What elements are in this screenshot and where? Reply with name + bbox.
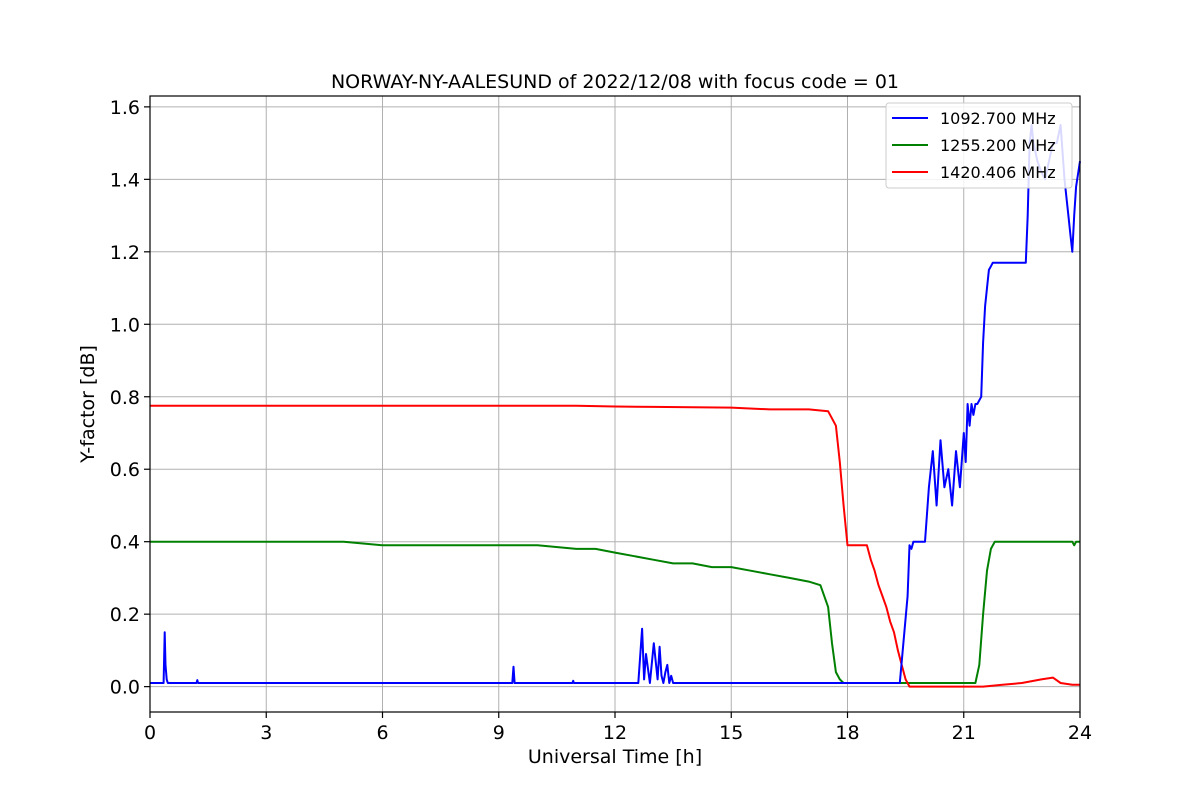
x-tick-label: 21 [952, 722, 976, 744]
y-tick-label: 1.0 [110, 314, 140, 336]
x-tick-label: 6 [376, 722, 388, 744]
tick-layer: 0 3 6 9 12 15 18 21 24 0.0 0.2 0.4 0.6 0.8 1.0 1.2 1.4 1.… [110, 97, 1092, 744]
x-axis-label: Universal Time [h] [528, 746, 702, 768]
x-tick-label: 18 [835, 722, 859, 744]
x-tick-label: 15 [719, 722, 743, 744]
series-line-2 [150, 404, 1080, 688]
x-tick-label: 12 [603, 722, 627, 744]
legend-label-2: 1420.406 MHz [940, 163, 1056, 182]
y-tick-label: 1.4 [110, 169, 140, 191]
y-tick-label: 1.6 [110, 97, 140, 119]
y-axis-label: Y-factor [dB] [77, 345, 99, 464]
series-line-1 [150, 540, 1080, 684]
x-tick-label: 24 [1068, 722, 1092, 744]
chart-title: NORWAY-NY-AALESUND of 2022/12/08 with fo… [331, 71, 899, 93]
legend-label-0: 1092.700 MHz [940, 109, 1056, 128]
x-tick-label: 0 [144, 722, 156, 744]
x-tick-label: 9 [493, 722, 505, 744]
legend-label-1: 1255.200 MHz [940, 136, 1056, 155]
y-tick-label: 0.8 [110, 387, 140, 409]
y-tick-label: 0.4 [110, 532, 140, 554]
y-tick-label: 0.2 [110, 604, 140, 626]
x-tick-label: 3 [260, 722, 272, 744]
legend: 1092.700 MHz 1255.200 MHz 1420.406 MHz [885, 102, 1073, 189]
legend-box [885, 102, 1073, 189]
y-tick-label: 0.6 [110, 459, 140, 481]
y-tick-label: 1.2 [110, 242, 140, 264]
y-tick-label: 0.0 [110, 677, 140, 699]
